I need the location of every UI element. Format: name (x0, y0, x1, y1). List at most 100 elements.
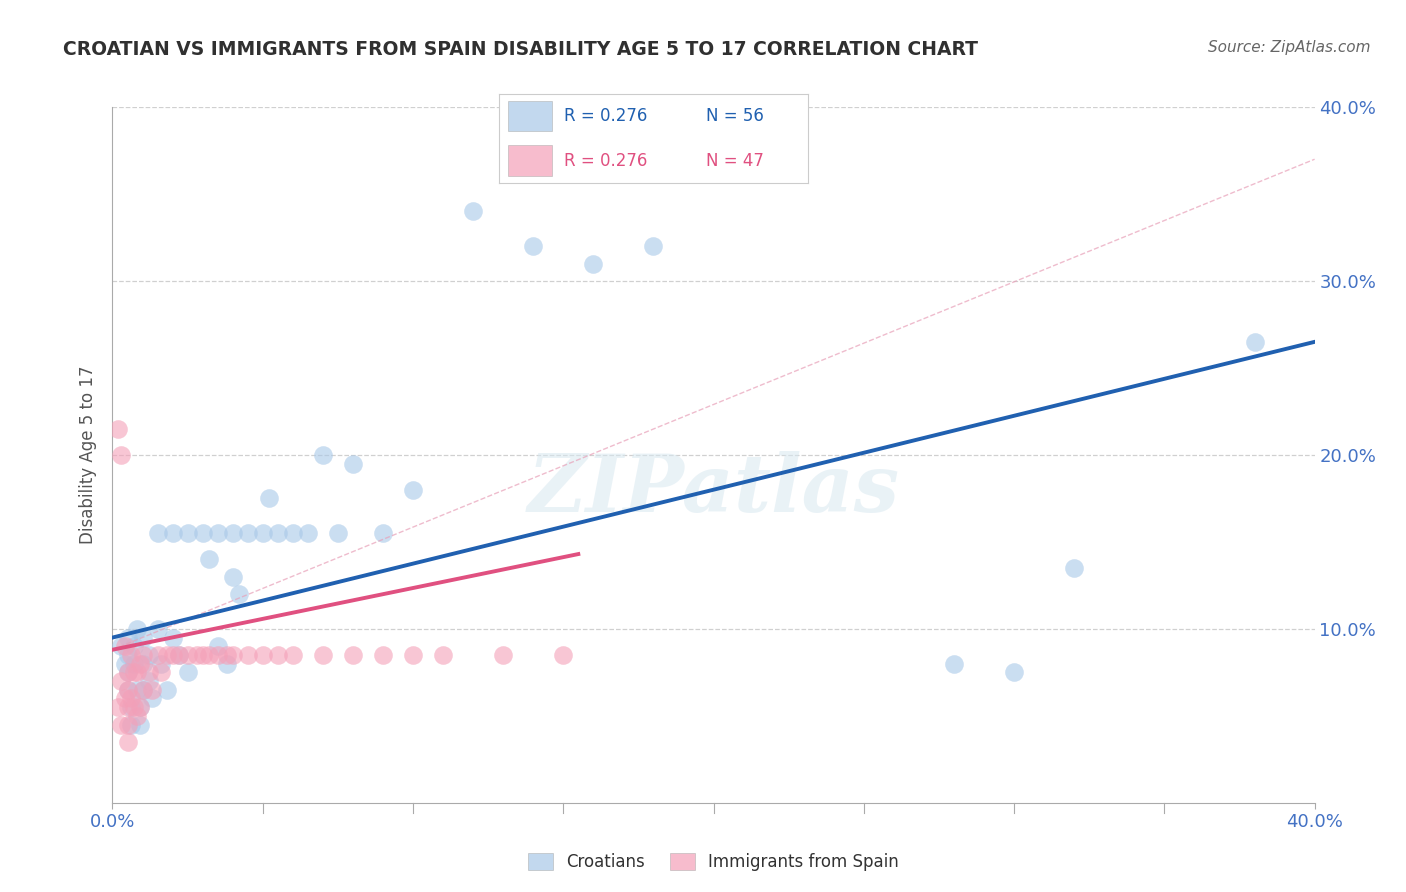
Point (312, 648, 335, 662)
Point (281, 648, 304, 662)
Point (176, 648, 198, 662)
Point (146, 648, 169, 662)
Point (122, 700, 145, 714)
Bar (509, 145, 551, 176)
Point (162, 648, 184, 662)
Point (281, 526, 304, 541)
Point (402, 483, 425, 497)
Point (236, 648, 259, 662)
Point (252, 526, 274, 541)
Point (252, 648, 274, 662)
Point (128, 700, 150, 714)
Point (138, 674, 160, 689)
Point (125, 622, 148, 636)
Point (128, 657, 150, 671)
Point (117, 665, 139, 680)
Point (207, 639, 229, 653)
Point (125, 708, 148, 723)
Point (117, 682, 139, 697)
Point (267, 648, 290, 662)
Point (1063, 561, 1085, 575)
Point (432, 648, 454, 662)
Point (110, 674, 132, 689)
Point (297, 526, 319, 541)
Point (146, 526, 169, 541)
Point (149, 665, 172, 680)
Point (582, 256, 605, 270)
Point (402, 648, 425, 662)
Point (110, 639, 132, 653)
Point (149, 657, 172, 671)
Point (222, 648, 245, 662)
Point (138, 665, 160, 680)
Point (141, 682, 163, 697)
Point (128, 717, 150, 731)
Text: R = 0.276: R = 0.276 (564, 152, 647, 169)
Point (131, 682, 153, 697)
Point (114, 691, 136, 706)
Point (186, 648, 208, 662)
Point (207, 526, 229, 541)
Point (117, 648, 139, 662)
Bar (509, 101, 551, 131)
Point (131, 682, 153, 697)
Point (215, 657, 238, 671)
Point (114, 639, 136, 653)
Point (167, 648, 190, 662)
Point (267, 526, 290, 541)
Point (215, 648, 238, 662)
Point (122, 665, 145, 680)
Point (138, 648, 160, 662)
Point (312, 448, 335, 462)
Point (110, 448, 132, 462)
Text: N = 56: N = 56 (706, 107, 765, 125)
Point (117, 682, 139, 697)
Point (117, 735, 139, 749)
Point (114, 657, 136, 671)
Point (222, 570, 245, 584)
Point (120, 648, 142, 662)
Point (162, 526, 184, 541)
Point (117, 717, 139, 731)
Point (155, 682, 177, 697)
Text: ZIPatlas: ZIPatlas (527, 451, 900, 528)
Point (120, 717, 142, 731)
Point (371, 526, 394, 541)
Point (1002, 665, 1025, 680)
Point (176, 665, 198, 680)
Point (371, 648, 394, 662)
Point (120, 700, 142, 714)
Point (492, 648, 515, 662)
Point (191, 526, 214, 541)
Point (155, 648, 177, 662)
Point (942, 657, 965, 671)
Point (120, 691, 142, 706)
Point (141, 691, 163, 706)
Text: N = 47: N = 47 (706, 152, 765, 169)
Point (207, 648, 229, 662)
Point (326, 526, 349, 541)
Point (110, 717, 132, 731)
Point (222, 526, 245, 541)
Point (197, 648, 219, 662)
Point (257, 491, 280, 506)
Point (167, 648, 190, 662)
Point (146, 622, 169, 636)
Point (191, 648, 214, 662)
Point (342, 457, 364, 471)
Point (131, 648, 153, 662)
Point (643, 239, 665, 253)
Point (342, 648, 364, 662)
Point (553, 648, 575, 662)
Point (461, 204, 484, 219)
Point (131, 631, 153, 645)
Point (107, 700, 129, 714)
Point (125, 682, 148, 697)
Text: R = 0.276: R = 0.276 (564, 107, 647, 125)
Y-axis label: Disability Age 5 to 17: Disability Age 5 to 17 (79, 366, 97, 544)
Point (162, 631, 184, 645)
Point (107, 422, 129, 436)
Point (176, 526, 198, 541)
Point (131, 657, 153, 671)
Text: CROATIAN VS IMMIGRANTS FROM SPAIN DISABILITY AGE 5 TO 17 CORRELATION CHART: CROATIAN VS IMMIGRANTS FROM SPAIN DISABI… (63, 40, 979, 59)
